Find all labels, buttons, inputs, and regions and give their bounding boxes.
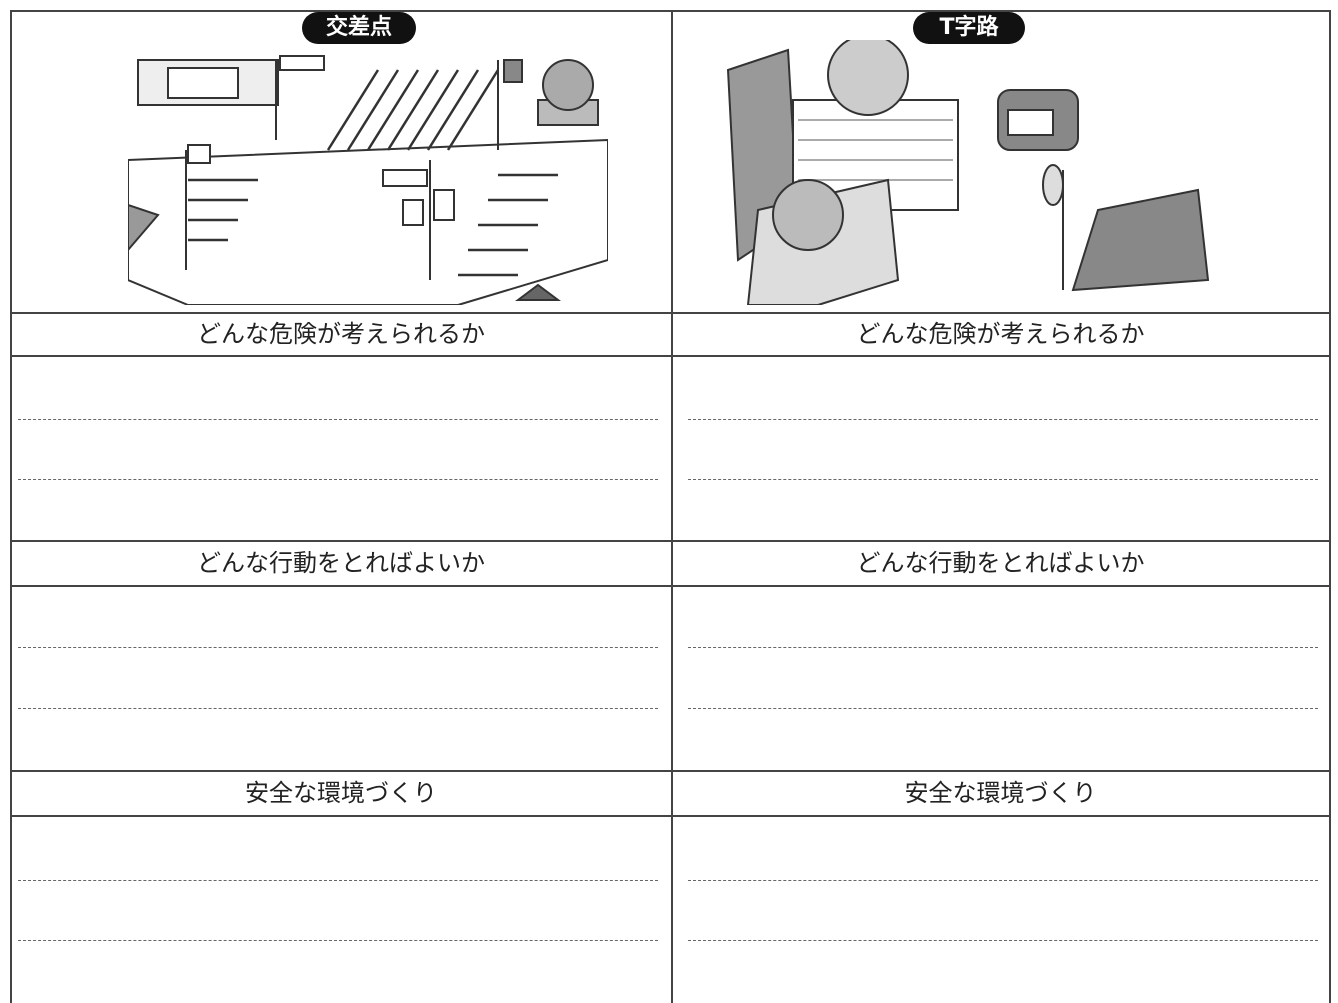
answer-line — [18, 419, 658, 420]
border — [1329, 10, 1331, 1003]
border — [671, 10, 673, 1003]
border — [10, 312, 1330, 314]
badge: 交差点 — [302, 12, 416, 44]
border — [10, 585, 1330, 587]
answer-line — [18, 647, 658, 648]
badge: T字路 — [913, 12, 1025, 44]
border — [10, 770, 1330, 772]
answer-line — [688, 708, 1318, 709]
border — [10, 540, 1330, 542]
crossing-illustration — [128, 55, 608, 305]
answer-line — [18, 479, 658, 480]
answer-line — [688, 940, 1318, 941]
answer-line — [688, 419, 1318, 420]
section-header: どんな行動をとればよいか — [856, 549, 1145, 577]
answer-line — [18, 940, 658, 941]
section-header: 安全な環境づくり — [245, 779, 437, 807]
answer-line — [18, 880, 658, 881]
section-header: どんな危険が考えられるか — [197, 320, 485, 348]
section-header: どんな行動をとればよいか — [197, 549, 485, 577]
border — [10, 815, 1330, 817]
t-junction-illustration — [726, 40, 1210, 305]
border — [10, 10, 12, 1003]
answer-line — [18, 708, 658, 709]
border — [10, 355, 1330, 357]
section-header: 安全な環境づくり — [904, 779, 1097, 807]
answer-line — [688, 479, 1318, 480]
answer-line — [688, 880, 1318, 881]
section-header: どんな危険が考えられるか — [856, 320, 1145, 348]
answer-line — [688, 647, 1318, 648]
border — [10, 10, 1330, 12]
